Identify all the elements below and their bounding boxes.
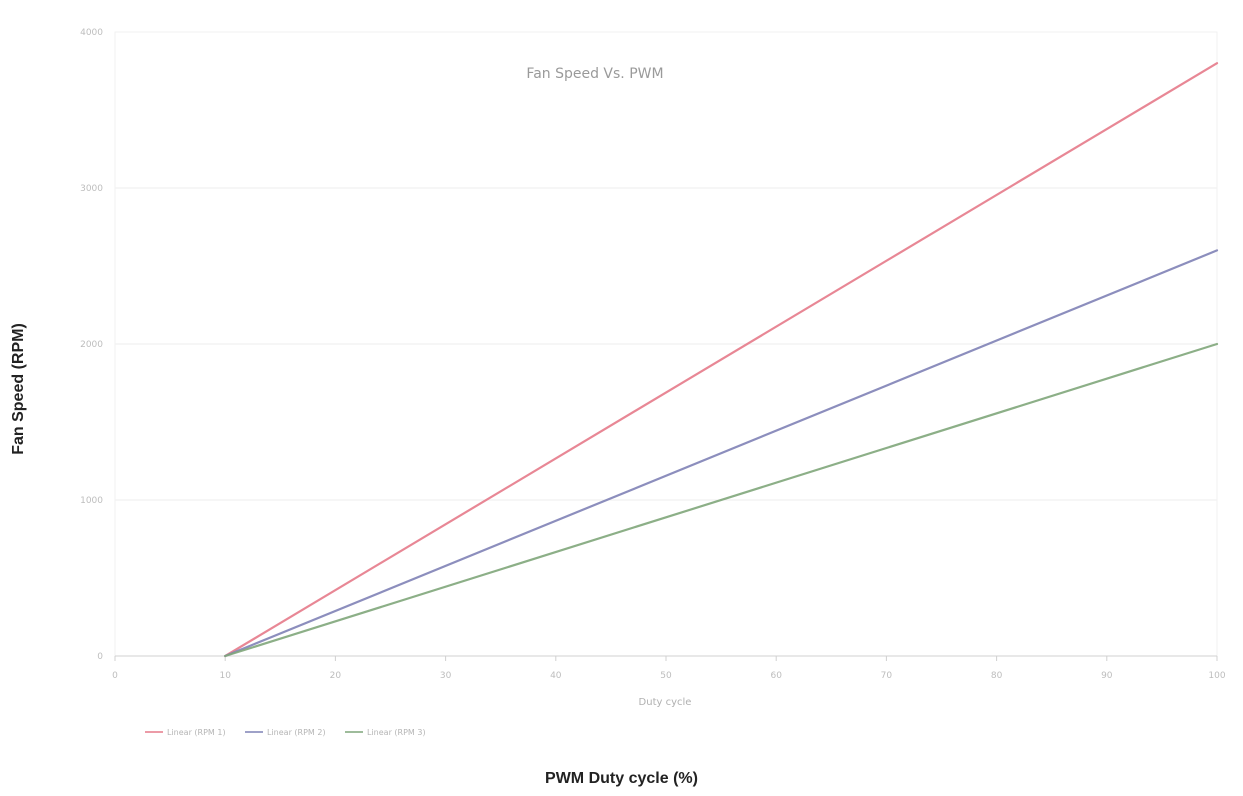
axes: 0 1000 2000 3000 4000 0 10 20 30 40 50 60 70 80 90 100 (80, 28, 1226, 681)
x-tick-label-0: 0 (112, 671, 118, 681)
y-tick-label-2000: 2000 (80, 340, 103, 350)
x-tick-label-80: 80 (991, 671, 1003, 681)
inner-x-axis-label: Duty cycle (639, 697, 692, 708)
x-tick-label-70: 70 (881, 671, 893, 681)
y-tick-label-1000: 1000 (80, 496, 103, 506)
x-tick-label-60: 60 (770, 671, 782, 681)
y-axis-title: Fan Speed (RPM) (4, 323, 34, 455)
x-tick-label-20: 20 (330, 671, 342, 681)
x-tick-label-30: 30 (440, 671, 452, 681)
y-axis-title-text: Fan Speed (RPM) (10, 323, 27, 455)
legend-label-1: Linear (RPM 1) (167, 728, 226, 737)
y-tick-label-3000: 3000 (80, 184, 103, 194)
x-tick-label-90: 90 (1101, 671, 1113, 681)
x-tick-label-50: 50 (660, 671, 672, 681)
series-lines (224, 62, 1219, 658)
legend: Linear (RPM 1) Linear (RPM 2) Linear (RPM … (145, 728, 426, 737)
y-tick-label-0: 0 (97, 652, 103, 662)
series-line-1 (224, 62, 1219, 658)
series-line-2 (224, 249, 1219, 658)
legend-label-2: Linear (RPM 2) (267, 728, 326, 737)
y-tick-label-4000: 4000 (80, 28, 103, 38)
x-tick-label-10: 10 (219, 671, 231, 681)
x-tick-label-100: 100 (1208, 671, 1225, 681)
chart-title: Fan Speed Vs. PWM (526, 66, 663, 82)
gridlines (115, 31, 1217, 501)
series-line-3 (224, 342, 1219, 658)
x-axis-title: PWM Duty cycle (%) (545, 770, 698, 787)
x-tick-label-40: 40 (550, 671, 562, 681)
legend-label-3: Linear (RPM 3) (367, 728, 426, 737)
